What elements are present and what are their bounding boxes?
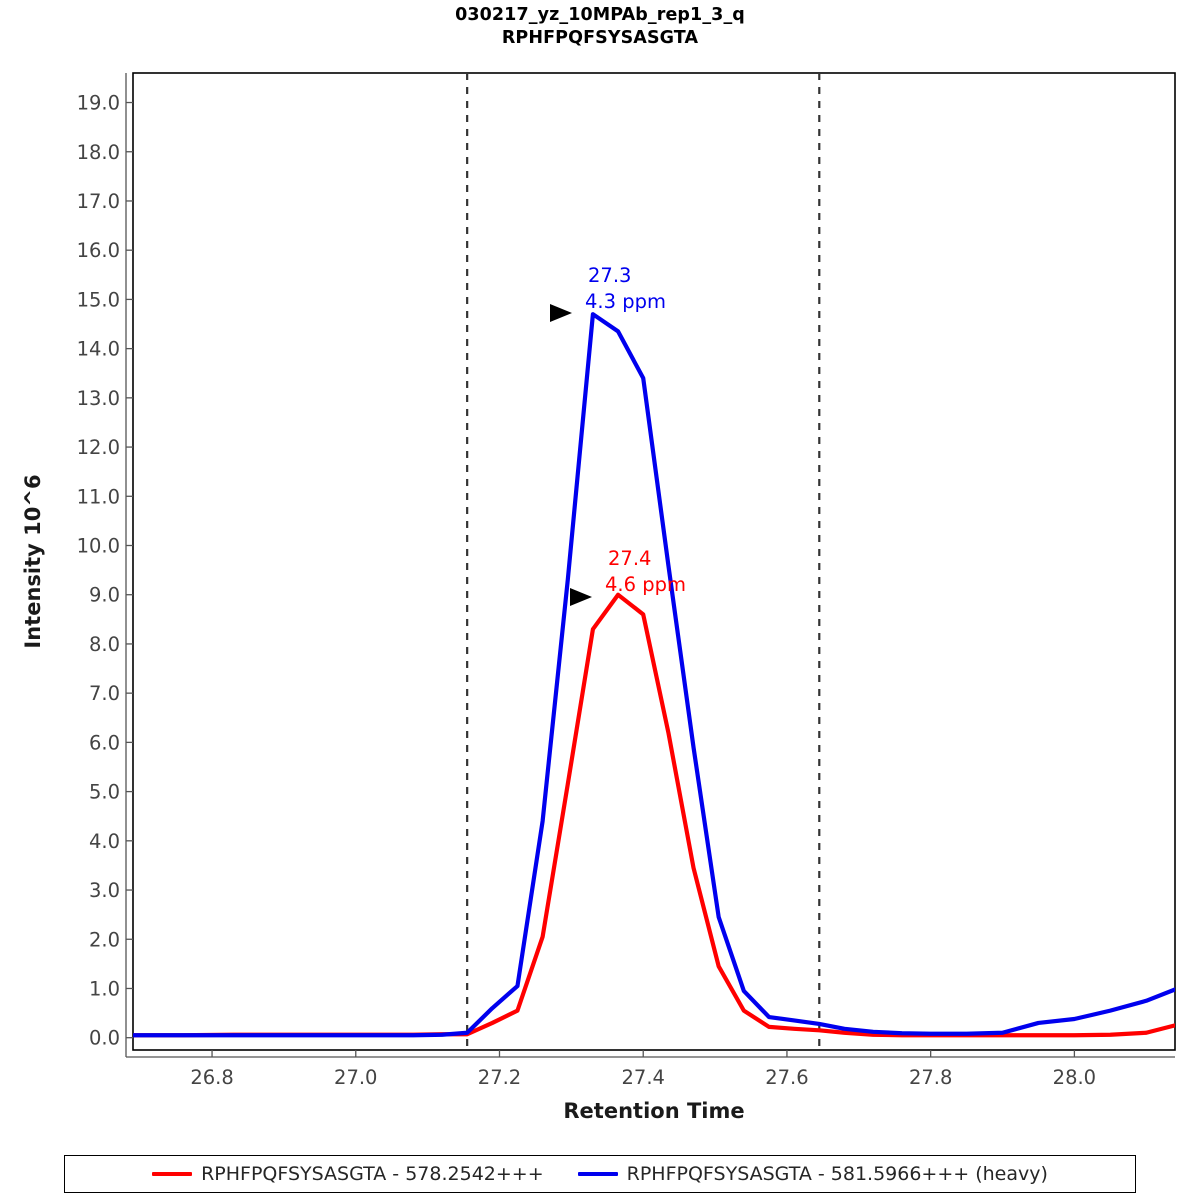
- legend-label-light: RPHFPQFSYSASGTA - 578.2542+++: [201, 1163, 544, 1185]
- y-axis-tick-label: 8.0: [89, 633, 120, 656]
- chart-title-line-2: RPHFPQFSYSASGTA: [501, 28, 699, 49]
- y-axis-tick-label: 16.0: [77, 239, 120, 262]
- chart-title-line-1: 030217_yz_10MPAb_rep1_3_q: [455, 5, 745, 25]
- y-axis-tick-label: 15.0: [77, 288, 120, 311]
- x-axis-tick-label: 27.0: [334, 1066, 377, 1089]
- y-axis-tick-label: 1.0: [89, 977, 120, 1000]
- legend-swatch-light: [152, 1171, 193, 1177]
- x-axis-tick-label: 27.4: [622, 1066, 665, 1089]
- y-axis-tick-label: 10.0: [77, 535, 120, 558]
- heavy-peak-annotation-marker-icon: [550, 304, 572, 322]
- y-axis-tick-label: 0.0: [89, 1027, 120, 1050]
- y-axis-tick-label: 2.0: [89, 928, 120, 951]
- series-line-heavy: [133, 312, 1175, 1038]
- x-axis-tick-label: 27.2: [478, 1066, 521, 1089]
- y-axis-tick-label: 19.0: [77, 92, 120, 115]
- legend-swatch-heavy: [577, 1171, 618, 1177]
- light-peak-annotation-marker-icon: [570, 588, 592, 606]
- y-axis-tick-label: 6.0: [89, 731, 120, 754]
- y-axis-tick-label: 18.0: [77, 141, 120, 164]
- y-axis-tick-label: 5.0: [89, 781, 120, 804]
- x-axis-tick-label: 27.6: [765, 1066, 808, 1089]
- legend-entry-light: RPHFPQFSYSASGTA - 578.2542+++: [152, 1163, 544, 1185]
- y-axis-tick-label: 12.0: [77, 436, 120, 459]
- y-axis-tick-label: 13.0: [77, 387, 120, 410]
- x-axis-tick-label: 27.8: [909, 1066, 952, 1089]
- heavy-peak-annotation-rt: 27.3: [588, 264, 631, 287]
- legend-entry-heavy: RPHFPQFSYSASGTA - 581.5966+++ (heavy): [577, 1163, 1048, 1185]
- y-axis-tick-label: 7.0: [89, 682, 120, 705]
- x-axis-tick-label: 26.8: [190, 1066, 233, 1089]
- x-axis-tick-label: 28.0: [1053, 1066, 1096, 1089]
- light-peak-annotation-rt: 27.4: [608, 547, 651, 570]
- y-axis-tick-label: 3.0: [89, 879, 120, 902]
- legend: RPHFPQFSYSASGTA - 578.2542+++ RPHFPQFSYS…: [64, 1155, 1136, 1193]
- chart-title: 030217_yz_10MPAb_rep1_3_q RPHFPQFSYSASGT…: [0, 4, 1200, 50]
- y-axis-tick-label: 9.0: [89, 584, 120, 607]
- y-axis-tick-label: 11.0: [77, 485, 120, 508]
- x-axis-label: Retention Time: [563, 1099, 744, 1123]
- y-axis-label: Intensity 10^6: [21, 474, 45, 648]
- plot-frame: [132, 72, 1176, 1051]
- y-axis-tick-label: 17.0: [77, 190, 120, 213]
- heavy-peak-annotation-ppm: 4.3 ppm: [585, 290, 666, 313]
- y-axis-tick-label: 4.0: [89, 830, 120, 853]
- legend-label-heavy: RPHFPQFSYSASGTA - 581.5966+++ (heavy): [626, 1163, 1048, 1185]
- light-peak-annotation-ppm: 4.6 ppm: [605, 573, 686, 596]
- y-axis-tick-label: 14.0: [77, 338, 120, 361]
